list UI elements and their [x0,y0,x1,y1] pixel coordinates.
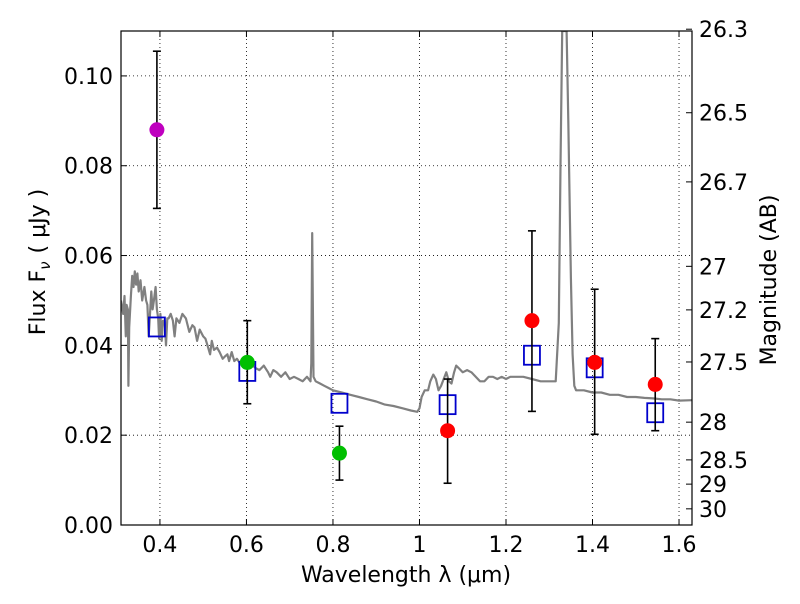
x-tick-label: 1 [412,533,426,558]
right-tick-label: 27.2 [699,299,748,324]
model-spectrum-line [121,31,692,413]
measurements-group [149,122,663,461]
model-photometry-group [148,316,665,424]
x-tick-label: 1.6 [662,533,697,558]
measurement-point [149,122,165,138]
x-tick-label: 0.6 [229,533,264,558]
y-tick-label: 0.02 [64,424,113,449]
x-axis-title: Wavelength λ (μm) [301,563,511,588]
model-photometry-square [330,392,349,414]
y-tick-label: 0.10 [64,65,113,90]
y-tick-label: 0.00 [64,514,113,539]
right-axis-title: Magnitude (AB) [757,195,782,366]
right-tick-label: 26.7 [699,171,748,196]
axis-ticks: 0.4 0.6 0.8 1 1.2 1.4 1.6 0.00 0.02 0.04 0.06 0.08 0… [64,18,748,558]
right-tick-label: 27.5 [699,351,748,376]
x-tick-label: 0.4 [142,533,177,558]
right-tick-label: 26.3 [699,18,748,43]
y-tick-label: 0.04 [64,334,113,359]
right-tick-label: 28 [699,411,727,436]
y-axis-title-unit: ( μJy ) [26,189,51,254]
right-tick-label: 30 [699,498,727,523]
right-tick-label: 29 [699,473,727,498]
error-bars-group [152,50,660,485]
measurement-point [239,354,255,370]
x-tick-label: 1.4 [575,533,610,558]
measurement-point [524,313,540,329]
measurement-point [440,423,456,439]
y-axis-title-sub: ν [36,261,54,269]
measurement-point [331,445,347,461]
y-axis-title-main: Flux F [26,270,51,335]
right-tick-label: 27 [699,255,727,280]
measurement-point [647,376,663,392]
x-tick-label: 0.8 [315,533,350,558]
x-tick-label: 1.2 [488,533,523,558]
grid [121,31,692,525]
plot-frame [120,30,693,526]
y-axis-title: Flux Fν ( μJy ) [26,189,54,335]
measurement-point [587,354,603,370]
right-tick-label: 26.5 [699,102,748,127]
model-spectrum-group [121,31,692,413]
right-tick-label: 28.5 [699,449,748,474]
model-photometry-square [148,316,166,338]
y-tick-label: 0.06 [64,245,113,270]
y-tick-label: 0.08 [64,155,113,180]
